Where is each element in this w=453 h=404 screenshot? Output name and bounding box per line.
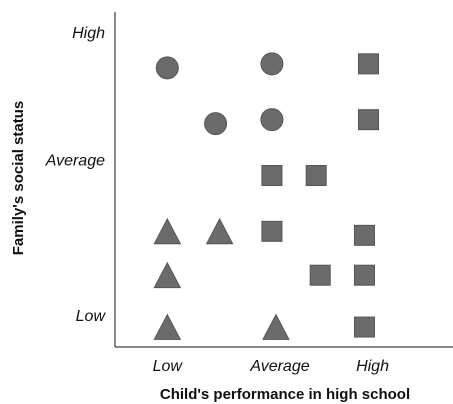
y-tick-label-low: Low: [76, 308, 107, 325]
square-marker: [261, 165, 283, 187]
triangle-marker: [153, 313, 182, 340]
square-marker: [358, 109, 379, 131]
x-tick-label-average: Average: [249, 358, 309, 375]
triangle-marker: [153, 261, 182, 289]
square-marker: [353, 264, 375, 286]
square-marker: [261, 220, 283, 242]
triangle-marker: [262, 313, 290, 340]
x-axis-title: Child's performance in high school: [160, 386, 410, 403]
square-marker: [305, 165, 327, 187]
square-marker: [358, 53, 379, 75]
y-axis-title: Family's social status: [10, 101, 27, 255]
triangle-marker: [153, 217, 182, 245]
square-marker: [353, 316, 375, 338]
x-tick-label-low: Low: [153, 358, 184, 375]
y-tick-labels: High Average Low: [45, 25, 107, 325]
x-tick-labels: Low Average High: [153, 358, 389, 375]
data-markers: [153, 52, 379, 340]
triangle-marker: [205, 217, 234, 245]
y-tick-label-high: High: [72, 25, 105, 42]
circle-marker: [155, 56, 179, 80]
y-tick-label-average: Average: [45, 153, 105, 170]
circle-marker: [260, 108, 284, 132]
circle-marker: [260, 52, 284, 76]
axes: [114, 12, 453, 348]
square-marker: [353, 224, 375, 246]
x-tick-label-high: High: [356, 358, 389, 375]
circle-marker: [204, 112, 228, 136]
square-marker: [309, 264, 331, 286]
